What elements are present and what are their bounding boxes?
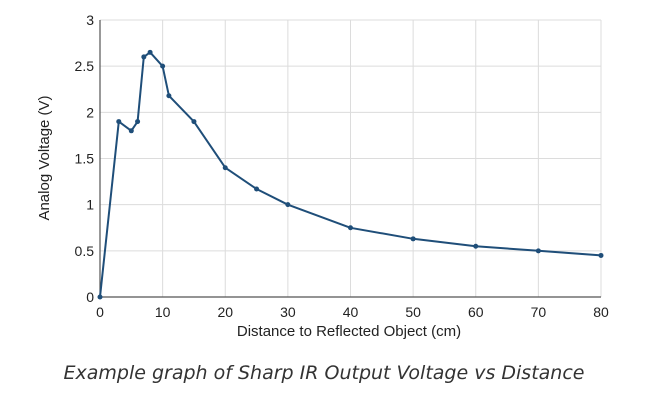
- data-point: [348, 225, 353, 231]
- x-tick-label: 70: [531, 304, 547, 320]
- data-point: [160, 63, 166, 69]
- voltage-distance-chart: 0 10 20 30 40 50 60 70 80 0 0.5 1 1.5 2 2.5 3 Distance …: [36, 12, 609, 340]
- data-point: [254, 186, 260, 192]
- data-point: [410, 236, 416, 242]
- x-tick-label: 30: [280, 304, 296, 320]
- data-point: [166, 93, 172, 99]
- data-point: [191, 119, 197, 125]
- data-point: [141, 54, 147, 60]
- data-point: [116, 119, 122, 125]
- y-tick-label: 1.5: [75, 151, 95, 167]
- data-point: [97, 294, 103, 300]
- x-tick-label: 80: [593, 304, 609, 320]
- data-point: [285, 202, 291, 208]
- data-point: [147, 49, 153, 55]
- series: [97, 49, 604, 300]
- tick-labels: 0 10 20 30 40 50 60 70 80 0 0.5 1 1.5 2 2.5 3: [75, 12, 609, 320]
- y-tick-label: 2: [86, 104, 94, 120]
- axes: [99, 20, 601, 298]
- grid: [99, 19, 602, 298]
- figure-caption: Example graph of Sharp IR Output Voltage…: [63, 362, 585, 384]
- y-tick-label: 3: [86, 12, 94, 28]
- data-point: [535, 248, 541, 254]
- data-point: [598, 252, 604, 258]
- data-point: [222, 165, 228, 171]
- x-axis-title: Distance to Reflected Object (cm): [237, 323, 461, 340]
- data-point: [128, 128, 134, 134]
- y-tick-label: 2.5: [75, 58, 95, 74]
- data-point: [473, 243, 479, 249]
- y-tick-label: 0.5: [75, 243, 95, 259]
- x-tick-label: 40: [343, 304, 359, 320]
- y-tick-label: 0: [86, 289, 94, 305]
- x-tick-label: 10: [155, 304, 171, 320]
- x-tick-label: 0: [96, 304, 104, 320]
- data-point: [135, 119, 141, 125]
- x-tick-label: 60: [468, 304, 484, 320]
- x-tick-label: 50: [405, 304, 421, 320]
- y-tick-label: 1: [86, 197, 94, 213]
- y-axis-title: Analog Voltage (V): [36, 95, 53, 220]
- x-tick-label: 20: [217, 304, 233, 320]
